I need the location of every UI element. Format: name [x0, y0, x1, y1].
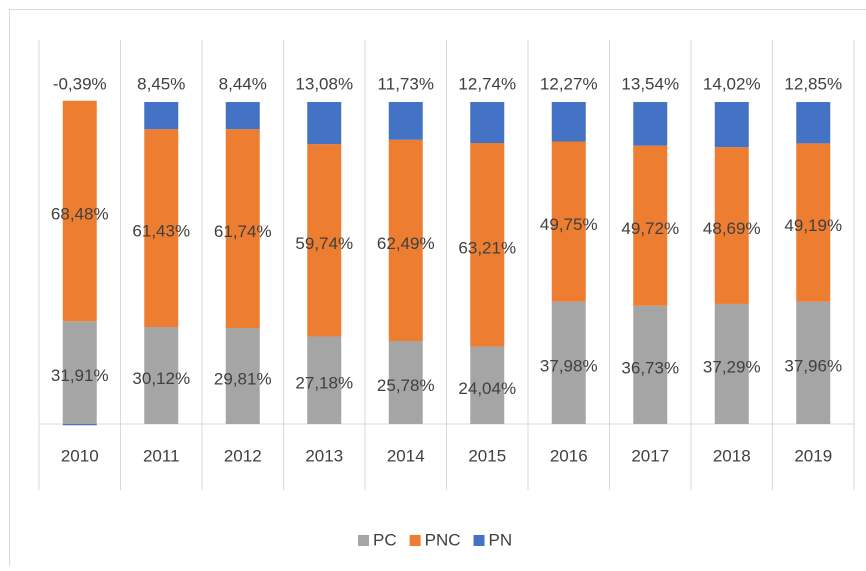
- data-label: 37,29%: [703, 357, 761, 376]
- data-label: 12,27%: [540, 74, 598, 93]
- x-tick-label: 2017: [631, 446, 669, 465]
- bar-segment: [633, 102, 667, 146]
- x-tick-label: 2016: [550, 446, 588, 465]
- bar-segment: [144, 102, 178, 129]
- x-tick-label: 2014: [387, 446, 425, 465]
- data-label: 30,12%: [132, 369, 190, 388]
- x-tick-label: 2011: [143, 446, 180, 465]
- data-label: 49,72%: [621, 219, 679, 238]
- bar-segment: [63, 424, 97, 425]
- data-label: 49,19%: [784, 216, 842, 235]
- data-label: 59,74%: [295, 234, 353, 253]
- data-label: 8,44%: [219, 74, 267, 93]
- data-label: 62,49%: [377, 234, 435, 253]
- data-label: 24,04%: [458, 379, 516, 398]
- legend-swatch: [474, 535, 485, 546]
- x-tick-label: 2013: [305, 446, 343, 465]
- data-label: 48,69%: [703, 219, 761, 238]
- data-label: 36,73%: [621, 358, 679, 377]
- data-label: 14,02%: [703, 74, 761, 93]
- bar-segment: [715, 102, 749, 147]
- data-label: 11,73%: [378, 74, 434, 93]
- data-label: 49,75%: [540, 215, 598, 234]
- data-label: 61,74%: [214, 222, 272, 241]
- bar-segment: [796, 102, 830, 143]
- legend-swatch: [358, 535, 369, 546]
- x-tick-label: 2018: [713, 446, 751, 465]
- data-label: 12,85%: [784, 74, 842, 93]
- bar-segment: [226, 102, 260, 129]
- bar-segment: [470, 102, 504, 143]
- data-label: 13,54%: [621, 74, 679, 93]
- bar-segment: [389, 102, 423, 140]
- data-label: 8,45%: [137, 74, 185, 93]
- data-label: 27,18%: [295, 374, 353, 393]
- data-label: 31,91%: [51, 366, 109, 385]
- data-label: 25,78%: [377, 376, 435, 395]
- legend-label: PN: [489, 530, 513, 549]
- data-label: 13,08%: [295, 74, 353, 93]
- x-tick-label: 2010: [61, 446, 99, 465]
- data-label: 37,96%: [784, 356, 842, 375]
- data-label: 61,43%: [132, 222, 190, 241]
- bar-segment: [552, 102, 586, 142]
- x-tick-label: 2019: [794, 446, 832, 465]
- data-label: 29,81%: [214, 369, 272, 388]
- bar-segment: [307, 102, 341, 144]
- data-label: 12,74%: [458, 74, 516, 93]
- data-label: 37,98%: [540, 356, 598, 375]
- legend-label: PC: [373, 530, 397, 549]
- data-label: -0,39%: [53, 74, 107, 93]
- data-label: 63,21%: [458, 238, 516, 257]
- x-tick-label: 2012: [224, 446, 262, 465]
- legend-swatch: [410, 535, 421, 546]
- data-label: 68,48%: [51, 204, 109, 223]
- x-tick-label: 2015: [468, 446, 506, 465]
- legend-label: PNC: [425, 530, 461, 549]
